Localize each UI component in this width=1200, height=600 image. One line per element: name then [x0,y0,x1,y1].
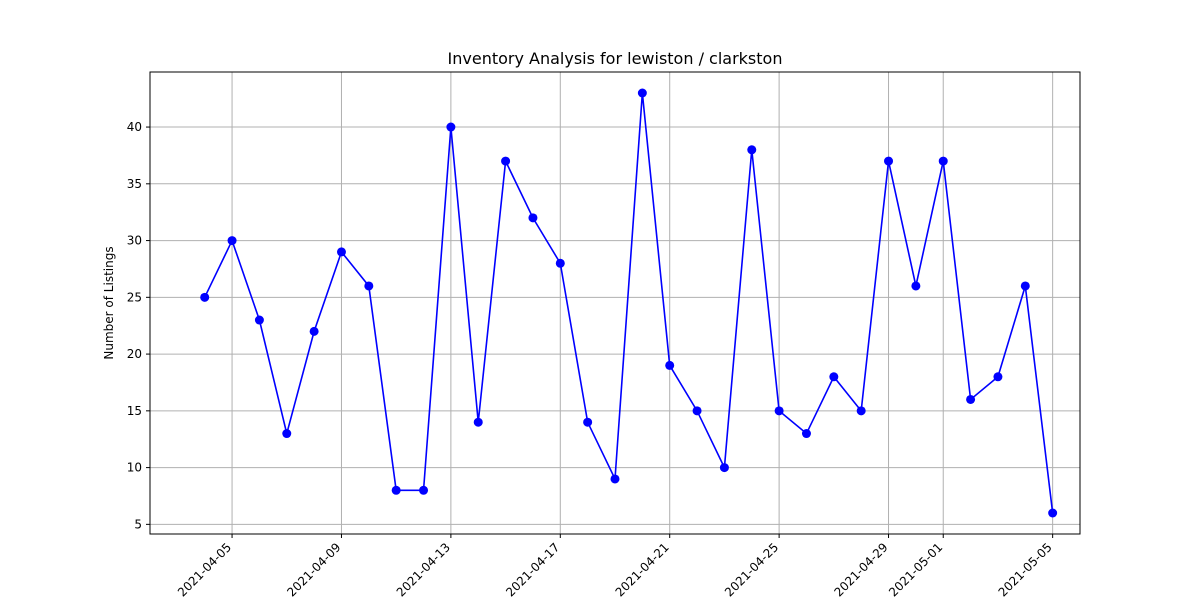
data-point [993,372,1003,382]
data-point [473,417,483,427]
data-point [391,485,401,495]
data-point [829,372,839,382]
x-tick-label: 2021-04-09 [284,540,343,599]
data-point [528,213,538,223]
plot-area-frame [149,71,1081,535]
series-layer [200,88,1058,518]
series-line [203,92,1054,514]
y-tick-label: 10 [127,461,142,475]
x-tick-label: 2021-04-25 [722,540,781,599]
data-point [637,88,647,98]
x-tick-label: 2021-04-29 [831,540,890,599]
y-tick-label: 30 [127,234,142,248]
data-point [911,281,921,291]
chart-title: Inventory Analysis for lewiston / clarks… [448,49,783,68]
data-point [336,247,346,257]
data-point [1020,281,1030,291]
data-point [555,258,565,268]
data-point [610,474,620,484]
y-axis-label: Number of Listings [102,246,116,359]
x-tick-label: 2021-05-05 [996,540,1055,599]
data-point [884,156,894,166]
y-tick-label: 25 [127,290,142,304]
data-point [200,292,210,302]
data-point [446,122,456,132]
data-point [419,485,429,495]
y-axis: 5 10 15 20 25 30 35 40 [127,120,150,531]
x-tick-label: 2021-04-05 [175,540,234,599]
data-point [747,145,757,155]
data-point [938,156,948,166]
data-point [692,406,702,416]
data-point [966,394,976,404]
data-point [364,281,374,291]
data-point [774,406,784,416]
y-tick-label: 20 [127,347,142,361]
data-point [719,463,729,473]
data-point [501,156,511,166]
data-point [583,417,593,427]
y-tick-label: 5 [134,517,142,531]
x-tick-label: 2021-04-21 [613,540,672,599]
y-tick-label: 15 [127,404,142,418]
data-point [665,360,675,370]
data-point [1048,508,1058,518]
data-point [856,406,866,416]
data-point [282,429,292,439]
data-point [801,429,811,439]
x-tick-label: 2021-04-17 [503,540,562,599]
x-tick-label: 2021-04-13 [394,540,453,599]
y-tick-label: 40 [127,120,142,134]
x-axis: 2021-04-05 2021-04-09 2021-04-13 2021-04-17… [175,534,1055,599]
grid [150,72,1080,534]
data-point [309,326,319,336]
y-tick-label: 35 [127,177,142,191]
data-point [254,315,264,325]
x-tick-label: 2021-05-01 [886,540,945,599]
data-point [227,236,237,246]
